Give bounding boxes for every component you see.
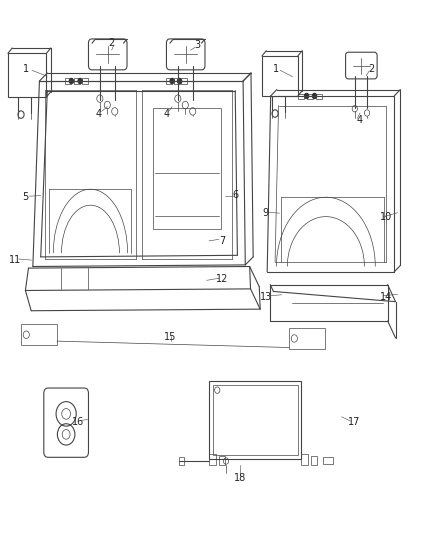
Bar bbox=[82, 78, 88, 84]
Text: 6: 6 bbox=[233, 190, 239, 199]
Bar bbox=[311, 456, 317, 465]
Bar bbox=[65, 78, 71, 84]
Bar bbox=[323, 457, 333, 464]
Circle shape bbox=[78, 78, 82, 84]
Bar bbox=[179, 457, 184, 465]
Text: 13: 13 bbox=[260, 292, 272, 302]
Bar bbox=[301, 454, 308, 465]
Text: 11: 11 bbox=[9, 255, 21, 265]
Bar bbox=[262, 56, 298, 96]
Text: 18: 18 bbox=[234, 473, 246, 483]
Bar bbox=[74, 78, 80, 84]
Circle shape bbox=[69, 78, 74, 84]
Bar bbox=[21, 324, 57, 345]
Text: 2: 2 bbox=[368, 64, 374, 74]
Bar bbox=[153, 108, 221, 229]
Text: 5: 5 bbox=[22, 192, 28, 202]
Text: 4: 4 bbox=[95, 109, 102, 118]
Text: 1: 1 bbox=[23, 64, 29, 74]
Circle shape bbox=[170, 78, 174, 84]
Circle shape bbox=[177, 78, 182, 84]
Bar bbox=[209, 454, 216, 465]
Circle shape bbox=[304, 93, 309, 99]
Circle shape bbox=[312, 93, 317, 99]
Text: 16: 16 bbox=[72, 417, 84, 427]
Bar bbox=[166, 78, 172, 84]
Text: 9: 9 bbox=[262, 208, 268, 218]
Text: 4: 4 bbox=[163, 109, 170, 118]
Bar bbox=[316, 94, 322, 99]
Text: 3: 3 bbox=[194, 41, 200, 50]
Bar bbox=[209, 381, 301, 459]
Bar bbox=[181, 78, 187, 84]
Bar bbox=[298, 94, 304, 99]
Text: 10: 10 bbox=[380, 212, 392, 222]
Bar bbox=[307, 94, 313, 99]
Bar bbox=[8, 53, 46, 97]
Bar bbox=[213, 385, 298, 455]
Text: 4: 4 bbox=[356, 115, 362, 125]
Text: 14: 14 bbox=[380, 292, 392, 302]
Bar bbox=[289, 328, 325, 349]
Bar bbox=[174, 78, 180, 84]
Bar bbox=[219, 456, 225, 465]
Text: 1: 1 bbox=[273, 64, 279, 74]
Text: 12: 12 bbox=[216, 274, 229, 284]
Text: 7: 7 bbox=[219, 236, 226, 246]
Text: 2: 2 bbox=[109, 38, 115, 47]
Text: 17: 17 bbox=[348, 417, 360, 427]
Text: 15: 15 bbox=[164, 332, 176, 342]
